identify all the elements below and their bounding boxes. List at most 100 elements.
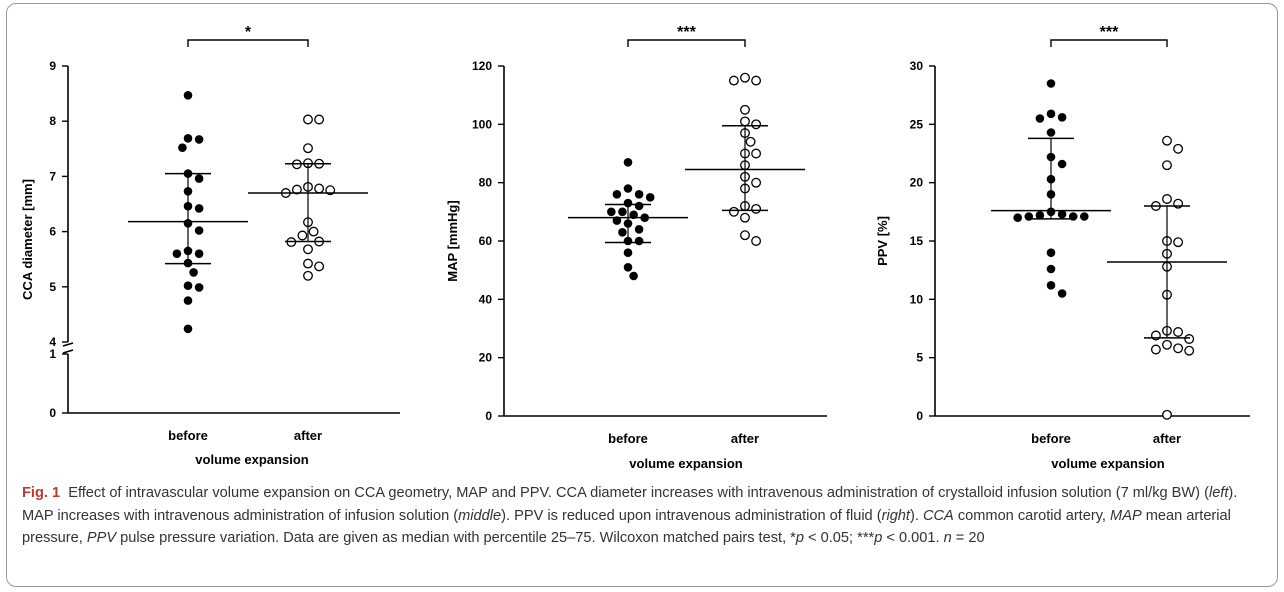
x-category-label: after: [1153, 431, 1181, 446]
data-point-filled: [1035, 114, 1045, 123]
chart-panel-2: 0 20 40 60 80 100 120 MAP [mmHg] before after volu…: [445, 24, 827, 471]
y-tick-label: 10: [910, 292, 924, 306]
data-point-open: [314, 114, 325, 125]
data-point-filled: [1057, 159, 1067, 169]
data-point-filled: [194, 249, 204, 258]
y-axis-label: PPV [%]: [875, 216, 890, 266]
data-point-filled: [189, 268, 198, 277]
caption-text: common carotid artery,: [953, 507, 1111, 524]
y-tick-label: 9: [49, 59, 56, 73]
y-tick-label: 7: [49, 169, 56, 183]
caption-text: ).: [909, 507, 923, 524]
data-point-open: [728, 75, 739, 86]
data-point-filled: [618, 207, 627, 217]
data-point-open: [297, 230, 308, 241]
data-point-filled: [194, 204, 204, 213]
y-tick-label: 0: [916, 409, 923, 423]
data-point-filled: [629, 271, 638, 281]
data-point-filled: [1046, 281, 1056, 290]
caption-text: mean arterial pressure,: [22, 507, 1231, 547]
y-tick-label: 8: [49, 114, 56, 128]
caption-italic: MAP: [1110, 507, 1142, 524]
y-tick-label: 15: [910, 234, 924, 248]
chart-panel-3: 0 5 10 15 20 25 30 PPV [%] before after volume exp…: [875, 24, 1250, 471]
y-tick-label: 6: [49, 225, 56, 239]
data-point-filled: [1035, 211, 1045, 220]
data-point-open: [314, 261, 325, 272]
caption-italic: middle: [458, 507, 502, 524]
figure-charts: 4 5 6 7 8 9 0 1 CCA diameter [mm] before after volu…: [20, 24, 1250, 471]
caption-text: ). MAP increases with intravenous admini…: [22, 485, 1238, 524]
y-tick-label: 80: [479, 176, 493, 190]
x-axis-label: volume expansion: [629, 456, 742, 471]
data-point-filled: [1013, 213, 1022, 222]
data-point-filled: [178, 143, 187, 152]
data-point-filled: [194, 226, 204, 235]
y-tick-label: 30: [910, 59, 924, 73]
data-point-filled: [1057, 209, 1067, 219]
data-point-open: [1162, 160, 1172, 171]
data-point-filled: [623, 248, 633, 257]
data-point-filled: [607, 207, 616, 217]
y-tick-label: 60: [479, 234, 493, 248]
data-point-open: [1162, 135, 1172, 146]
data-point-open: [303, 244, 313, 255]
y-tick-label: 20: [479, 351, 493, 365]
data-point-open: [1173, 237, 1184, 248]
x-category-label: before: [608, 431, 648, 446]
significance-label: ***: [1100, 24, 1119, 41]
data-point-filled: [623, 184, 633, 193]
data-point-filled: [645, 193, 655, 202]
data-point-filled: [612, 190, 622, 199]
data-point-open: [1184, 334, 1195, 344]
data-point-filled: [618, 228, 627, 237]
data-point-filled: [183, 281, 193, 291]
caption-text: Effect of intravascular volume expansion…: [68, 485, 1209, 501]
y-tick-label: 40: [479, 292, 493, 306]
data-point-open: [308, 226, 319, 237]
x-category-label: after: [731, 431, 759, 446]
data-point-filled: [183, 296, 193, 305]
data-point-open: [751, 148, 762, 159]
data-point-open: [751, 236, 762, 246]
data-point-filled: [1046, 109, 1056, 119]
data-point-open: [1162, 339, 1172, 350]
data-point-open: [1162, 409, 1172, 420]
data-point-filled: [1080, 212, 1089, 221]
significance-bracket: [187, 39, 309, 47]
data-point-filled: [623, 263, 633, 272]
figure-frame: [6, 3, 1278, 587]
y-tick-label: 5: [49, 280, 56, 294]
data-point-filled: [623, 158, 633, 167]
data-point-filled: [1046, 248, 1056, 257]
data-point-filled: [194, 283, 204, 292]
x-axis-label: volume expansion: [1051, 456, 1164, 471]
caption-text: < 0.05; ***: [804, 530, 875, 546]
data-point-open: [751, 119, 762, 130]
data-point-open: [740, 116, 750, 127]
data-point-filled: [634, 190, 644, 199]
data-point-open: [1173, 327, 1184, 337]
caption-italic: left: [1208, 485, 1229, 501]
data-point-filled: [183, 134, 193, 143]
y-tick-label: 0: [49, 406, 56, 420]
caption-italic: PPV: [86, 530, 117, 546]
data-point-filled: [172, 249, 182, 258]
figure-caption: Fig. 1 Effect of intravascular volume ex…: [22, 482, 1262, 550]
data-point-open: [745, 136, 756, 147]
data-point-open: [740, 72, 750, 83]
x-category-label: before: [1031, 431, 1071, 446]
data-point-open: [751, 177, 762, 188]
caption-text: = 20: [951, 530, 985, 546]
caption-text: pulse pressure variation. Data are given…: [116, 530, 796, 546]
y-tick-label: 120: [472, 59, 492, 73]
data-point-open: [1184, 345, 1195, 356]
data-point-filled: [183, 91, 193, 100]
data-point-filled: [1046, 128, 1056, 137]
data-point-open: [291, 184, 302, 195]
y-tick-label: 4: [49, 335, 56, 349]
data-point-open: [1173, 343, 1184, 354]
data-point-filled: [194, 135, 204, 144]
data-point-filled: [634, 225, 644, 234]
y-tick-label: 0: [485, 409, 492, 423]
